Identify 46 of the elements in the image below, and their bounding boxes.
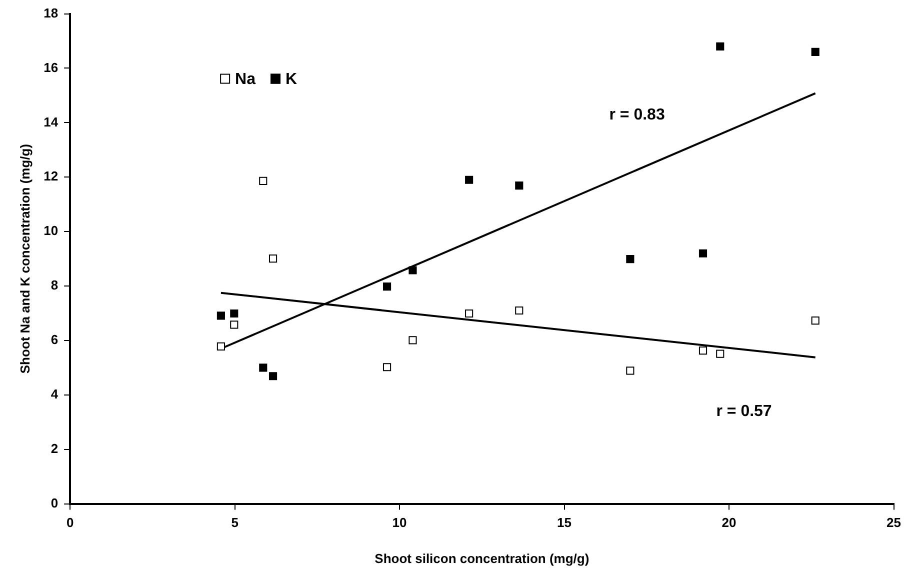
point bbox=[259, 176, 268, 185]
x-tick-label: 25 bbox=[886, 515, 902, 530]
y-axis-title: Shoot Na and K concentration (mg/g) bbox=[17, 144, 32, 374]
x-tick-label: 0 bbox=[66, 515, 74, 530]
y-tick-label: 14 bbox=[44, 114, 59, 130]
point bbox=[515, 182, 524, 190]
y-tick-label: 2 bbox=[50, 440, 58, 456]
point bbox=[698, 249, 708, 258]
point bbox=[515, 306, 524, 315]
y-tick-label: 10 bbox=[44, 223, 58, 238]
y-tick-label: 4 bbox=[50, 386, 59, 402]
x-tick-label: 5 bbox=[231, 515, 238, 530]
point bbox=[259, 364, 268, 372]
point bbox=[268, 372, 278, 380]
y-tick-label: 0 bbox=[50, 495, 58, 510]
point bbox=[626, 366, 634, 375]
point bbox=[230, 320, 238, 329]
annotation: r = 0.57 bbox=[716, 403, 772, 420]
point bbox=[811, 316, 820, 325]
point bbox=[216, 342, 225, 350]
point bbox=[382, 363, 392, 372]
x-tick-label: 15 bbox=[557, 515, 572, 530]
point bbox=[811, 48, 820, 56]
annotation: r = 0.83 bbox=[609, 106, 665, 124]
y-tick-label: 16 bbox=[44, 60, 58, 75]
y-tick-label: 12 bbox=[44, 168, 58, 184]
x-axis-title: Shoot silicon concentration (mg/g) bbox=[374, 550, 590, 566]
y-tick-label: 18 bbox=[44, 5, 58, 20]
point bbox=[716, 350, 724, 358]
point bbox=[408, 266, 417, 274]
point bbox=[465, 176, 474, 184]
x-tick-label: 20 bbox=[722, 515, 736, 530]
point bbox=[465, 309, 474, 318]
point bbox=[230, 309, 238, 318]
point bbox=[698, 346, 708, 355]
legend-label: K bbox=[286, 71, 298, 88]
legend-label: Na bbox=[235, 71, 256, 88]
point bbox=[408, 336, 417, 344]
point bbox=[626, 255, 634, 264]
point bbox=[382, 282, 392, 291]
x-tick-label: 10 bbox=[392, 515, 407, 530]
y-tick-label: 8 bbox=[50, 278, 58, 293]
point bbox=[716, 42, 724, 50]
point bbox=[216, 312, 225, 320]
point bbox=[268, 254, 278, 263]
y-tick-label: 6 bbox=[50, 332, 58, 348]
